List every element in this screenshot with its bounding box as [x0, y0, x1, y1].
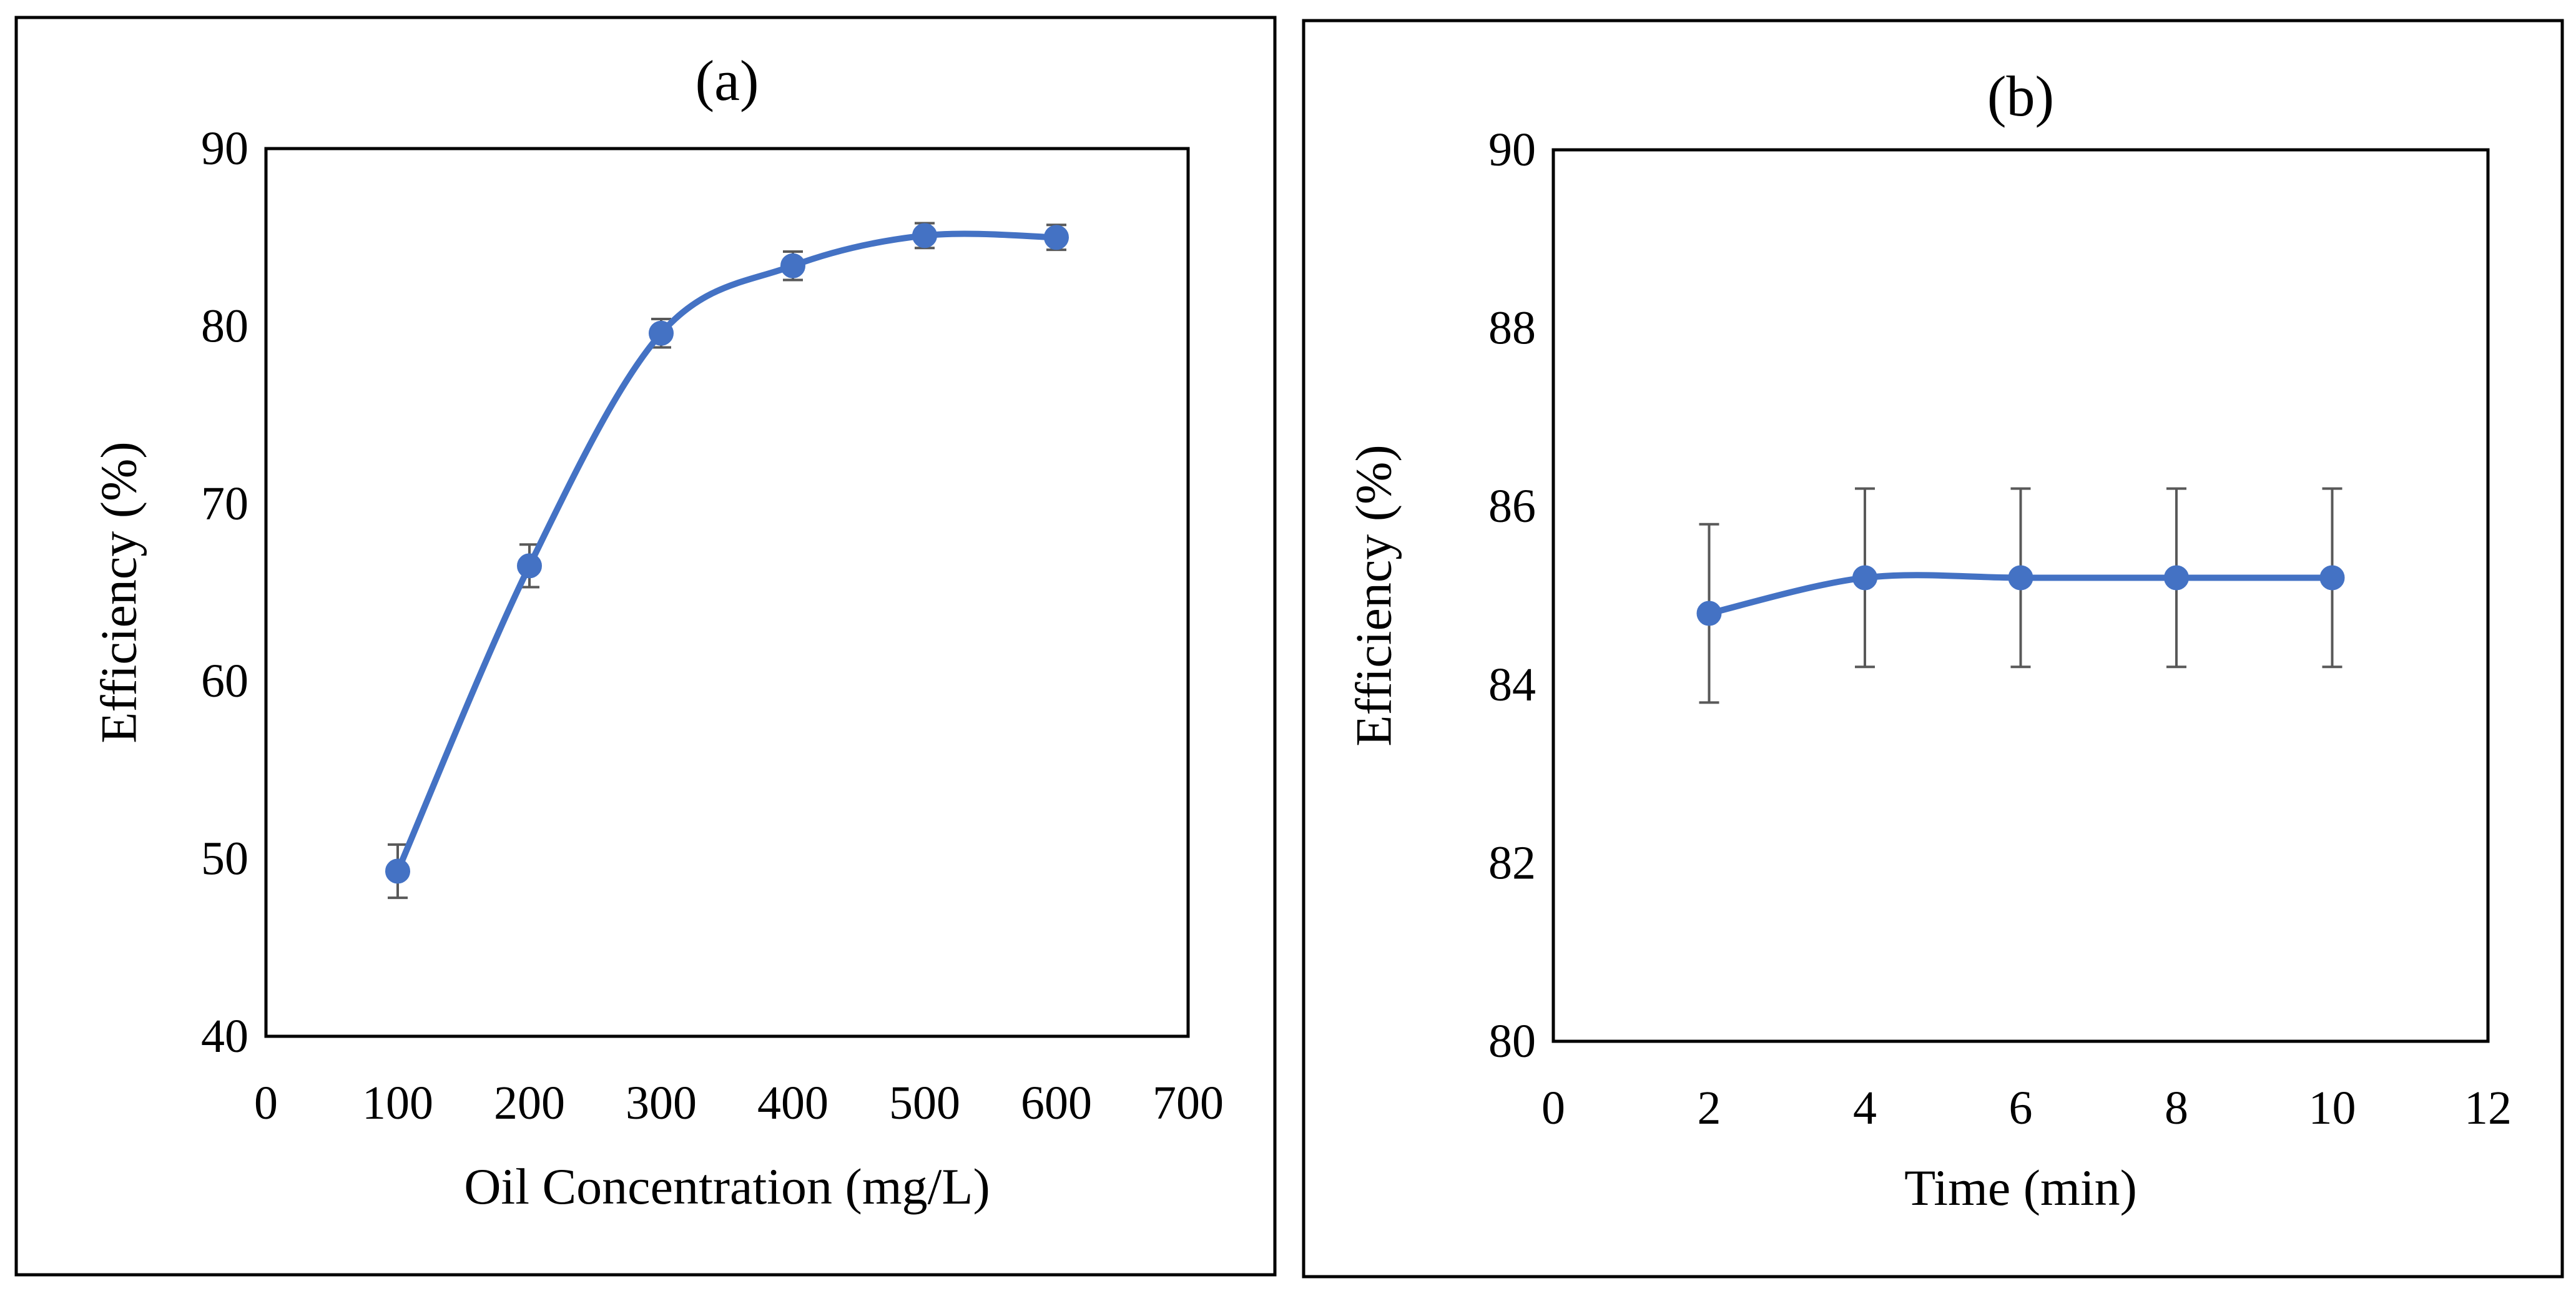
x-tick-label: 0 — [1541, 1082, 1565, 1134]
data-point — [1044, 225, 1069, 250]
y-tick-label: 86 — [1488, 480, 1536, 533]
y-tick-label: 82 — [1488, 837, 1536, 889]
y-tick-label: 40 — [201, 1010, 248, 1063]
y-tick-label: 70 — [201, 478, 248, 530]
panel-frame-b — [1302, 19, 2564, 1279]
x-tick-label: 100 — [362, 1077, 433, 1129]
series-line-a — [395, 230, 1059, 875]
panel-b: (b) 80 82 84 86 88 90 0 2 4 6 8 10 12 Time (min) Effici… — [1302, 19, 2564, 1279]
data-point — [912, 223, 937, 248]
data-point — [1852, 565, 1877, 591]
y-tick-label: 80 — [201, 300, 248, 352]
x-tick-label: 4 — [1853, 1082, 1877, 1134]
x-tick-label: 10 — [2309, 1082, 2356, 1134]
x-tick-label: 2 — [1698, 1082, 1721, 1134]
x-tick-label: 300 — [626, 1077, 697, 1129]
data-point — [1696, 601, 1722, 626]
y-axis-title-a: Efficiency (%) — [91, 441, 147, 743]
x-tick-label: 600 — [1021, 1077, 1092, 1129]
x-tick-label: 6 — [2009, 1082, 2033, 1134]
y-tick-label: 90 — [201, 122, 248, 175]
chart-title-a: (a) — [695, 49, 759, 112]
y-tick-label: 80 — [1488, 1015, 1536, 1068]
y-tick-label: 90 — [1488, 124, 1536, 176]
x-tick-label: 500 — [889, 1077, 960, 1129]
x-tick-label: 200 — [494, 1077, 565, 1129]
y-axis-title-b: Efficiency (%) — [1345, 444, 1402, 746]
plot-area-b — [1551, 148, 2490, 1043]
x-tick-label: 8 — [2165, 1082, 2188, 1134]
x-axis-title-a: Oil Concentration (mg/L) — [464, 1158, 990, 1215]
data-point — [2008, 565, 2033, 591]
panel-a: (a) 40 50 60 70 80 90 0 100 200 300 400 500 600 700 Oil… — [14, 16, 1277, 1277]
y-tick-label: 50 — [201, 833, 248, 885]
y-tick-label: 84 — [1488, 659, 1536, 711]
data-point — [517, 553, 542, 579]
plot-area-a — [264, 147, 1190, 1038]
data-point — [2319, 565, 2345, 591]
data-point — [649, 320, 674, 346]
x-tick-label: 0 — [254, 1077, 278, 1129]
x-axis-title-b: Time (min) — [1904, 1159, 2137, 1216]
x-tick-label: 700 — [1153, 1077, 1224, 1129]
chart-title-b: (b) — [1987, 64, 2054, 128]
x-tick-label: 400 — [757, 1077, 828, 1129]
data-point — [2164, 565, 2189, 591]
data-point — [780, 253, 805, 278]
x-tick-label: 12 — [2464, 1082, 2512, 1134]
data-point — [385, 858, 410, 884]
y-tick-label: 88 — [1488, 302, 1536, 355]
panel-frame-a — [14, 16, 1277, 1277]
y-tick-label: 60 — [201, 655, 248, 707]
